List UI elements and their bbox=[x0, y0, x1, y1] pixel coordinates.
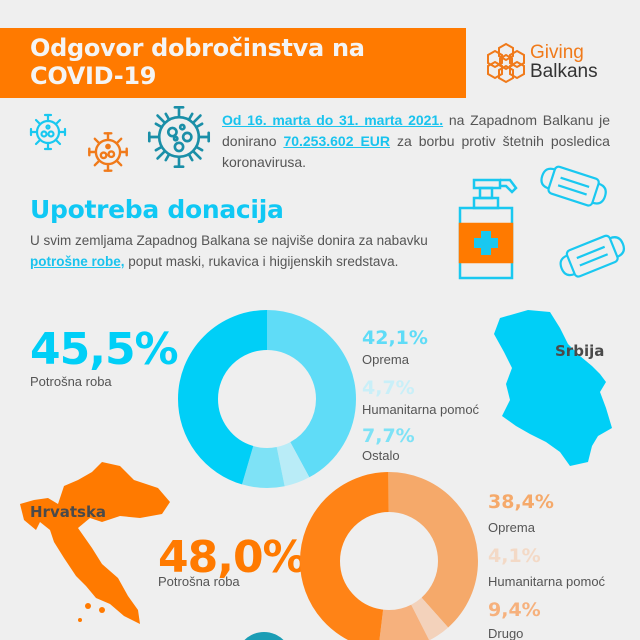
page-title: Odgovor dobročinstva na COVID-19 bbox=[30, 34, 365, 90]
next-donut-chart-partial bbox=[236, 632, 292, 640]
virus-icon bbox=[28, 112, 68, 156]
virus-icon bbox=[86, 130, 130, 178]
croatia-legend-pct: 4,1% bbox=[488, 545, 541, 567]
logo: Giving Balkans bbox=[530, 42, 598, 82]
intro-text: Od 16. marta do 31. marta 2021. na Zapad… bbox=[222, 112, 610, 170]
serbia-donut-chart bbox=[178, 310, 356, 492]
serbia-legend-pct: 4,7% bbox=[362, 377, 415, 399]
serbia-legend-label: Ostalo bbox=[362, 448, 400, 463]
face-mask-icon bbox=[556, 232, 630, 288]
section-description: U svim zemljama Zapadnog Balkana se najv… bbox=[30, 233, 428, 269]
serbia-main-label: Potrošna roba bbox=[30, 374, 112, 389]
serbia-legend-pct: 42,1% bbox=[362, 327, 428, 349]
serbia-legend-label: Humanitarna pomoć bbox=[362, 402, 480, 417]
hexagon-flower-icon bbox=[484, 40, 528, 88]
consumables-highlight: potrošne robe, bbox=[30, 254, 125, 269]
title-line-2: COVID-19 bbox=[30, 62, 157, 90]
sanitizer-bottle-icon bbox=[456, 178, 522, 284]
croatia-main-pct: 48,0% bbox=[158, 532, 307, 583]
section-title: Upotreba donacija bbox=[30, 195, 284, 224]
croatia-map bbox=[16, 458, 176, 640]
croatia-main-label: Potrošna roba bbox=[158, 574, 240, 589]
croatia-legend-label: Oprema bbox=[488, 520, 535, 535]
face-mask-icon bbox=[536, 162, 610, 218]
title-line-1: Odgovor dobročinstva na bbox=[30, 34, 365, 62]
croatia-legend-pct: 38,4% bbox=[488, 491, 554, 513]
croatia-donut-chart bbox=[300, 472, 478, 640]
serbia-map bbox=[488, 304, 616, 472]
title-banner bbox=[0, 28, 466, 98]
virus-icon bbox=[146, 104, 212, 174]
period-highlight: Od 16. marta do 31. marta 2021. bbox=[222, 112, 444, 128]
croatia-legend-pct: 9,4% bbox=[488, 599, 541, 621]
croatia-legend-label: Drugo bbox=[488, 626, 524, 640]
serbia-legend-label: Oprema bbox=[362, 352, 409, 367]
serbia-main-pct: 45,5% bbox=[30, 324, 179, 375]
croatia-legend-label: Humanitarna pomoć bbox=[488, 574, 606, 589]
croatia-country-label: Hrvatska bbox=[30, 503, 107, 521]
serbia-country-label: Srbija bbox=[555, 342, 605, 360]
serbia-legend-pct: 7,7% bbox=[362, 425, 415, 447]
amount-highlight: 70.253.602 EUR bbox=[283, 133, 391, 149]
